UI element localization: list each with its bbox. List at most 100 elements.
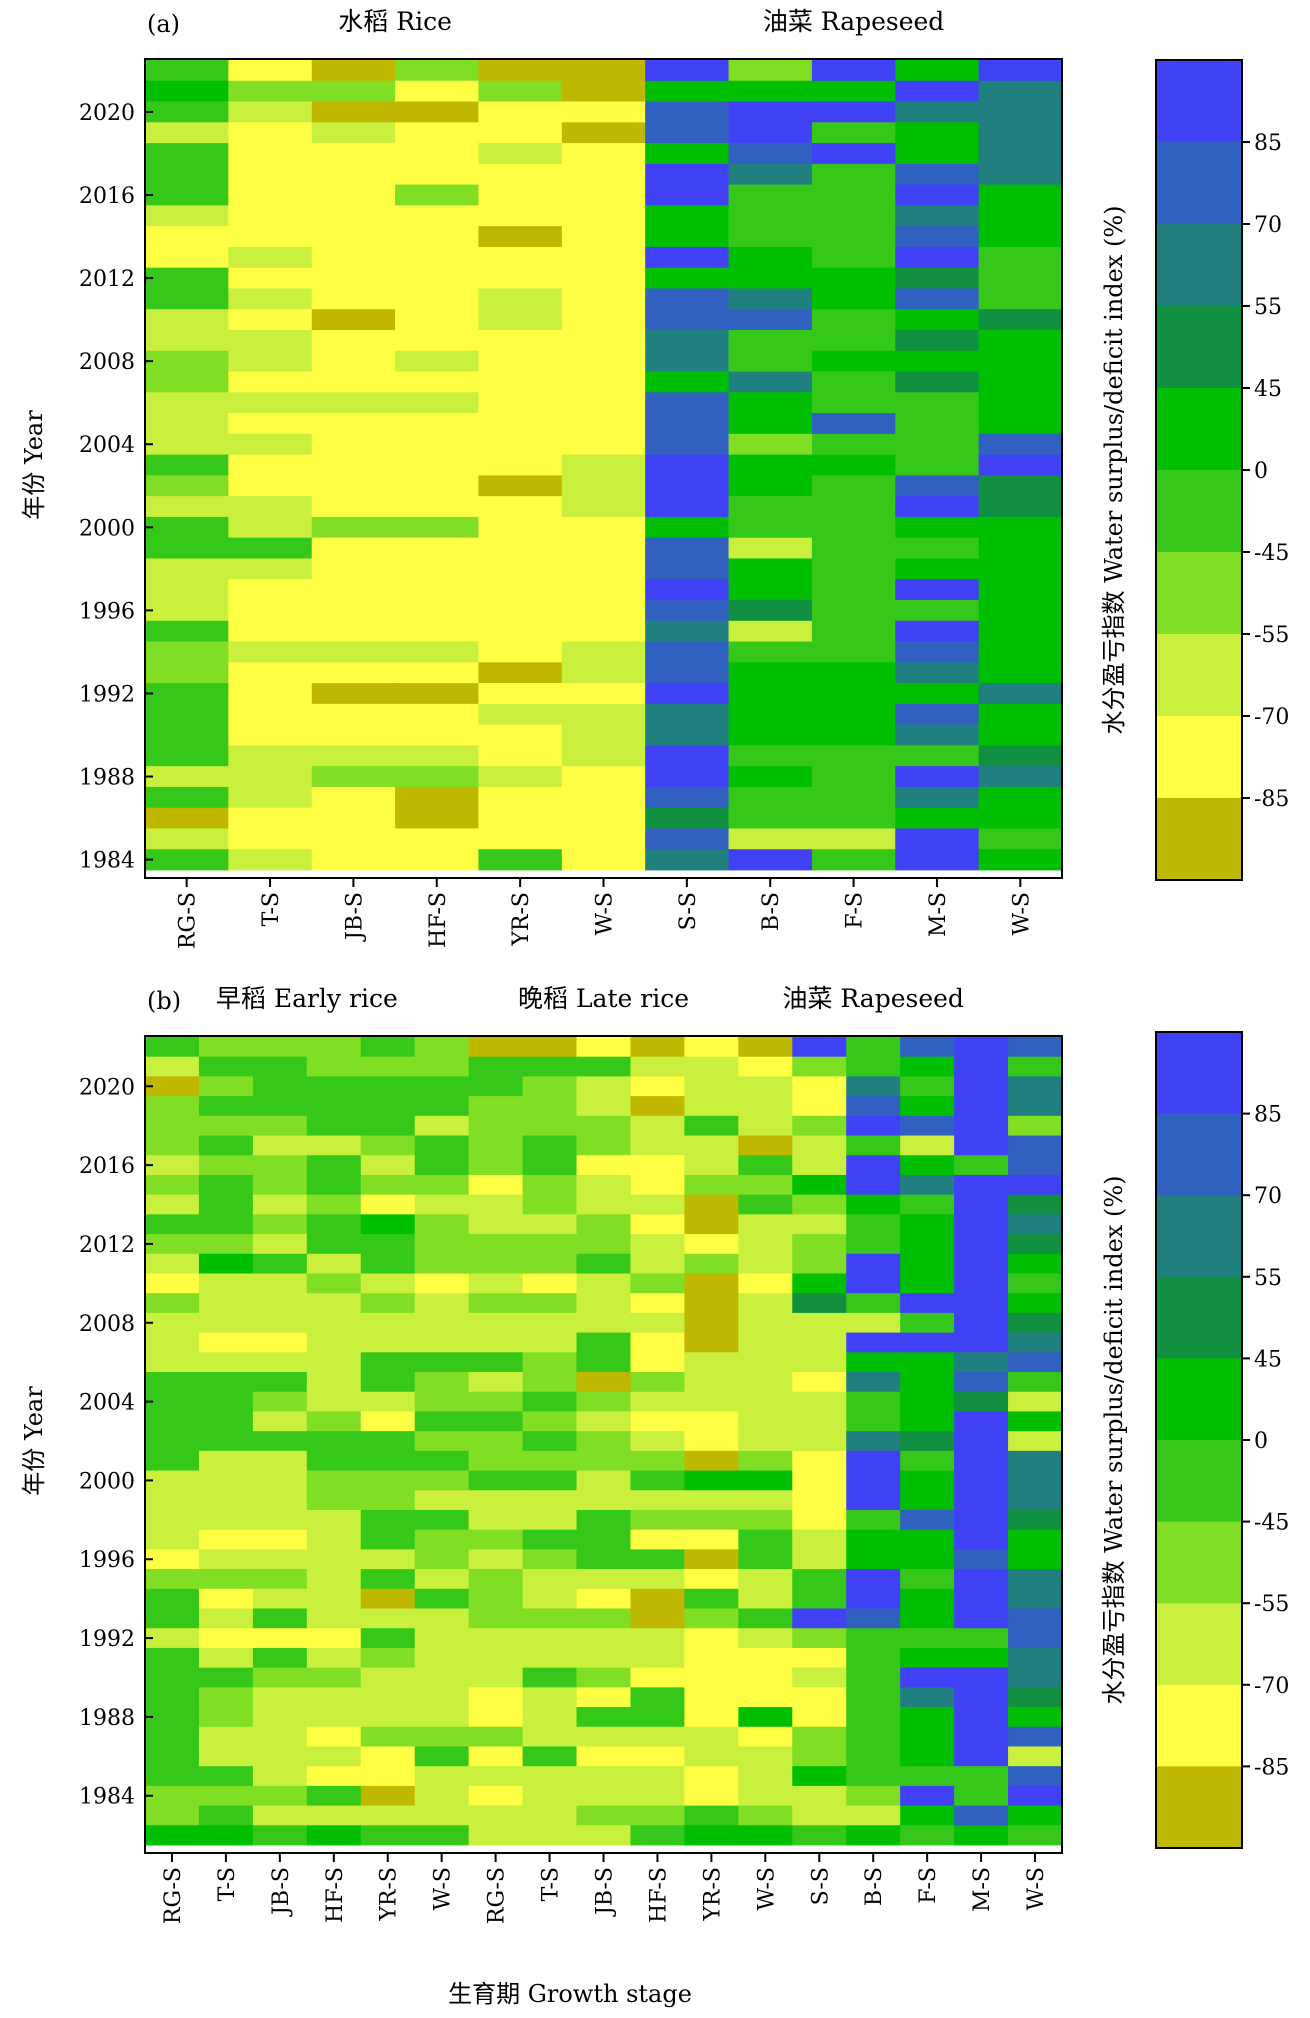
heatmap-cell-2012-10 [684,1234,739,1255]
heatmap-cell-2014-2 [252,1194,308,1215]
heatmap-cell-2016-11 [738,1155,793,1176]
heatmap-cell-2003-0 [145,454,229,476]
heatmap-cell-2013-12 [792,1214,847,1235]
heatmap-cell-1996-13 [846,1549,901,1570]
heatmap-cell-2002-15 [954,1431,1009,1452]
heatmap-cell-2007-15 [954,1332,1009,1353]
heatmap-cell-2006-6 [468,1352,523,1373]
heatmap-cell-1997-6 [468,1529,523,1550]
heatmap-cell-1998-14 [900,1509,955,1531]
heatmap-cell-2014-10 [684,1194,739,1215]
heatmap-cell-1988-16 [1008,1707,1063,1728]
heatmap-cell-1998-4 [478,558,563,580]
heatmap-cell-1985-9 [630,1766,685,1787]
heatmap-cell-2014-6 [468,1194,523,1215]
heatmap-cell-2001-1 [198,1450,254,1471]
heatmap-cell-1999-3 [395,537,479,559]
heatmap-cell-2016-14 [900,1155,955,1176]
heatmap-cell-1995-15 [954,1569,1009,1590]
heatmap-cell-1992-5 [414,1628,470,1649]
heatmap-cell-2003-11 [738,1411,793,1432]
heatmap-cell-1988-12 [792,1707,847,1728]
heatmap-cell-2006-0 [145,392,229,414]
heatmap-cell-1997-15 [954,1529,1009,1550]
heatmap-cell-2015-16 [1008,1174,1063,1196]
heatmap-cell-2005-5 [561,413,646,435]
colorbar-tick-label: 0 [1254,1429,1268,1454]
heatmap-cell-2021-14 [900,1056,955,1077]
heatmap-cell-2022-2 [311,60,396,82]
heatmap-cell-2022-9 [895,60,980,82]
heatmap-cell-1998-2 [311,558,396,580]
heatmap-cell-1991-5 [561,703,646,726]
heatmap-cell-1992-0 [145,683,229,705]
y-tick-label: 1996 [79,599,135,624]
heatmap-cell-1987-4 [360,1726,416,1747]
heatmap-cell-2019-14 [900,1096,955,1117]
colorbar-band [1156,1358,1242,1441]
heatmap-cell-2002-9 [630,1431,685,1452]
x-tick-label: W-S [431,1867,456,1911]
x-tick-label: JB-S [342,892,367,942]
heatmap-cell-2022-0 [145,1037,200,1058]
heatmap-cell-1982-0 [145,1825,200,1846]
heatmap-cell-2000-13 [846,1470,901,1491]
heatmap-cell-2012-3 [395,267,479,289]
heatmap-cell-2002-1 [198,1431,254,1452]
heatmap-cell-2014-4 [478,226,563,248]
heatmap-cell-1986-10 [684,1746,739,1767]
colorbar-tick-label: 55 [1254,1266,1282,1291]
heatmap-cell-1995-3 [306,1569,362,1590]
heatmap-cell-1990-8 [811,724,896,746]
heatmap-cell-1993-3 [395,662,479,684]
heatmap-cell-2001-9 [895,496,980,518]
heatmap-cell-1993-2 [311,662,396,684]
heatmap-cell-2018-14 [900,1115,955,1136]
heatmap-cell-1986-3 [306,1746,362,1767]
heatmap-cell-1983-3 [306,1805,362,1826]
heatmap-cell-2017-15 [954,1135,1009,1156]
heatmap-cell-1993-3 [306,1608,362,1629]
heatmap-cell-1989-4 [478,745,563,767]
heatmap-cell-2014-3 [306,1194,362,1215]
heatmap-cell-2011-6 [645,288,729,310]
heatmap-cell-2007-10 [978,371,1063,393]
y-tick-label: 1996 [79,1548,135,1573]
heatmap-cell-2013-7 [728,246,813,269]
heatmap-cell-2014-4 [360,1194,416,1215]
heatmap-cell-2015-10 [978,205,1063,227]
heatmap-cell-1995-12 [792,1569,847,1590]
heatmap-cell-2003-1 [228,454,313,476]
heatmap-cell-1989-16 [1008,1687,1063,1708]
heatmap-cell-1989-13 [846,1687,901,1708]
heatmap-cell-1985-3 [395,828,479,850]
heatmap-cell-2007-7 [728,371,813,393]
heatmap-cell-1989-3 [395,745,479,767]
heatmap-cell-1998-5 [414,1509,470,1531]
heatmap-cell-2015-9 [630,1174,685,1196]
x-tick-label: M-S [926,892,951,937]
heatmap-cell-1983-5 [414,1805,470,1826]
heatmap-cell-2011-8 [576,1253,631,1274]
heatmap-cell-2016-5 [414,1155,470,1176]
heatmap-cell-2001-13 [846,1450,901,1471]
heatmap-cell-2018-4 [478,143,563,165]
colorbar-band [1156,634,1242,717]
heatmap-cell-2009-10 [978,330,1063,352]
heatmap-cell-1993-9 [895,662,980,684]
heatmap-cell-1999-1 [198,1490,254,1511]
heatmap-cell-2009-8 [811,330,896,352]
heatmap-cell-2022-1 [228,60,313,82]
heatmap-cell-2014-8 [576,1194,631,1215]
x-tick-label: M-S [970,1867,995,1912]
heatmap-cell-2016-8 [811,184,896,206]
heatmap-cell-1990-14 [900,1667,955,1688]
heatmap-cell-1991-3 [395,703,479,726]
heatmap-cell-2000-0 [145,1470,200,1491]
heatmap-cell-1989-11 [738,1687,793,1708]
heatmap-cell-1991-3 [306,1647,362,1669]
heatmap-cell-2019-2 [311,122,396,144]
heatmap-cell-2021-3 [395,80,479,102]
heatmap-cell-2005-16 [1008,1372,1063,1393]
heatmap-cell-2020-6 [468,1076,523,1097]
